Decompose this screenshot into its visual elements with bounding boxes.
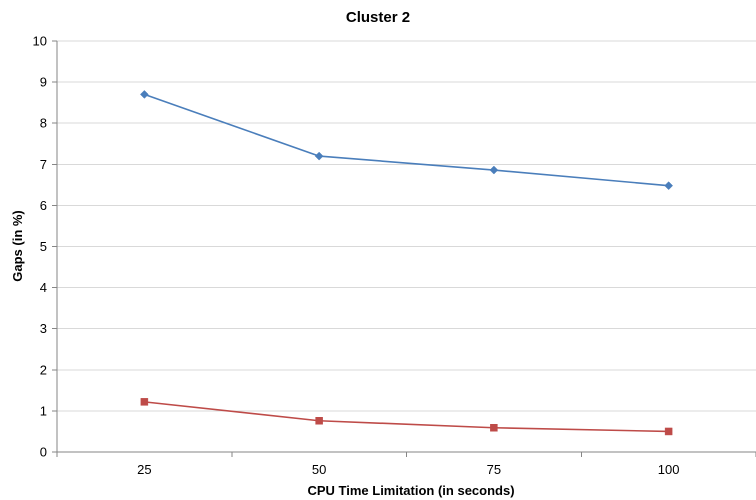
series-line bbox=[144, 401, 669, 433]
y-tick-label: 8 bbox=[40, 116, 47, 131]
x-tick-label: 50 bbox=[312, 462, 326, 477]
series-group bbox=[140, 90, 673, 436]
series-line bbox=[144, 93, 669, 187]
y-tick-label: 2 bbox=[40, 362, 47, 377]
y-tick-label: 3 bbox=[40, 321, 47, 336]
y-tick-label: 0 bbox=[40, 445, 47, 460]
y-tick-label: 1 bbox=[40, 403, 47, 418]
x-tick-label: 100 bbox=[658, 462, 680, 477]
x-tick-labels: 25 50 75 100 bbox=[137, 462, 679, 477]
data-point bbox=[315, 417, 323, 425]
y-tick-label: 10 bbox=[33, 34, 47, 49]
y-tick-label: 9 bbox=[40, 75, 47, 90]
data-point bbox=[489, 165, 499, 175]
data-point bbox=[140, 398, 149, 406]
y-tick-label: 5 bbox=[40, 239, 47, 254]
series-2 bbox=[140, 398, 673, 436]
axes bbox=[52, 40, 756, 457]
series-1 bbox=[140, 90, 673, 191]
x-tick-label: 75 bbox=[487, 462, 501, 477]
y-tick-label: 6 bbox=[40, 198, 47, 213]
x-tick-label: 25 bbox=[137, 462, 151, 477]
y-tick-label: 4 bbox=[40, 280, 47, 295]
data-point bbox=[314, 151, 324, 161]
data-point bbox=[664, 181, 673, 191]
chart-title: Cluster 2 bbox=[346, 9, 410, 26]
data-point bbox=[664, 427, 673, 436]
x-axis-label: CPU Time Limitation (in seconds) bbox=[307, 483, 514, 498]
data-point bbox=[490, 424, 498, 432]
y-tick-labels: 0 1 2 3 4 5 6 7 8 9 10 bbox=[33, 34, 47, 460]
y-axis-label: Gaps (in %) bbox=[10, 210, 25, 282]
gridlines bbox=[57, 40, 756, 412]
y-tick-label: 7 bbox=[40, 157, 47, 172]
data-point bbox=[140, 90, 149, 99]
